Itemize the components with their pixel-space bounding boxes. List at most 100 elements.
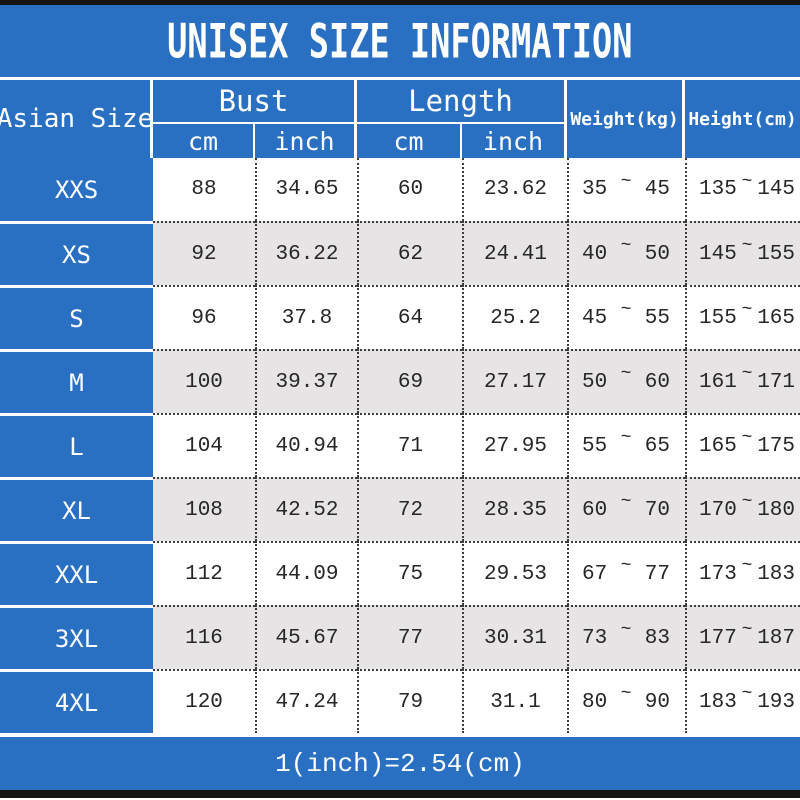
length-inch-value: 23.62 xyxy=(462,158,567,221)
height-range: 183 ~193 xyxy=(685,669,800,733)
weight-min-value: 35 xyxy=(582,178,608,201)
table-row: 4XL 120 47.24 79 31.1 80 ~90 183 ~193 xyxy=(0,669,800,733)
tilde-symbol: ~ xyxy=(741,171,753,192)
length-cm-value: 64 xyxy=(357,285,462,349)
height-max-value: 145 xyxy=(757,178,795,201)
weight-range: 60 ~70 xyxy=(567,477,685,541)
bust-inch-value: 34.65 xyxy=(255,158,357,221)
height-max-value: 171 xyxy=(757,370,795,394)
height-range: 165 ~175 xyxy=(685,413,800,477)
column-header-height: Height(cm) xyxy=(685,80,800,158)
tilde-symbol: ~ xyxy=(741,364,753,384)
size-label: XXL xyxy=(0,541,153,605)
weight-range: 40 ~50 xyxy=(567,221,685,285)
bust-cm-value: 88 xyxy=(153,158,255,221)
bottom-black-bar xyxy=(0,790,800,798)
height-range: 161 ~171 xyxy=(685,349,800,413)
weight-range: 67 ~77 xyxy=(567,541,685,605)
tilde-symbol: ~ xyxy=(620,236,632,256)
height-min-value: 155 xyxy=(699,306,737,330)
weight-min-value: 60 xyxy=(582,498,608,522)
column-group-length: Length xyxy=(357,80,567,124)
height-min-value: 170 xyxy=(699,498,737,522)
divider xyxy=(0,733,800,737)
bust-inch-value: 47.24 xyxy=(255,669,357,733)
tilde-symbol: ~ xyxy=(620,428,632,448)
weight-range: 35 ~45 xyxy=(567,158,685,221)
weight-min-value: 73 xyxy=(582,626,608,650)
length-cm-value: 72 xyxy=(357,477,462,541)
bust-cm-value: 100 xyxy=(153,349,255,413)
tilde-symbol: ~ xyxy=(620,364,632,384)
bust-cm-value: 116 xyxy=(153,605,255,669)
height-max-value: 183 xyxy=(757,562,795,586)
length-inch-value: 30.31 xyxy=(462,605,567,669)
length-inch-value: 29.53 xyxy=(462,541,567,605)
table-body: XXS 88 34.65 60 23.62 35 ~45 135 ~145 XS 92 36.22 62… xyxy=(0,158,800,733)
height-min-value: 173 xyxy=(699,562,737,586)
table-row: XL 108 42.52 72 28.35 60 ~70 170 ~180 xyxy=(0,477,800,541)
length-cm-value: 62 xyxy=(357,221,462,285)
tilde-symbol: ~ xyxy=(741,556,753,576)
column-header-asian-size: Asian Size xyxy=(0,80,153,158)
tilde-symbol: ~ xyxy=(741,492,753,512)
length-inch-value: 24.41 xyxy=(462,221,567,285)
bust-cm-value: 112 xyxy=(153,541,255,605)
bust-cm-value: 96 xyxy=(153,285,255,349)
title-band: UNISEX SIZE INFORMATION xyxy=(0,5,800,77)
height-range: 155 ~165 xyxy=(685,285,800,349)
top-black-bar xyxy=(0,0,800,5)
bust-inch-value: 40.94 xyxy=(255,413,357,477)
weight-max-value: 60 xyxy=(644,370,670,394)
weight-max-value: 83 xyxy=(644,626,670,650)
size-label: XXS xyxy=(0,158,153,221)
tilde-symbol: ~ xyxy=(620,492,632,512)
bust-inch-value: 42.52 xyxy=(255,477,357,541)
height-min-value: 183 xyxy=(699,690,737,714)
bust-cm-value: 104 xyxy=(153,413,255,477)
height-range: 145 ~155 xyxy=(685,221,800,285)
bust-inch-value: 36.22 xyxy=(255,221,357,285)
weight-max-value: 65 xyxy=(644,434,670,458)
bust-inch-value: 45.67 xyxy=(255,605,357,669)
length-inch-value: 28.35 xyxy=(462,477,567,541)
page-title: UNISEX SIZE INFORMATION xyxy=(167,13,633,69)
tilde-symbol: ~ xyxy=(620,556,632,576)
height-min-value: 145 xyxy=(699,242,737,266)
subheader-bust-cm: cm xyxy=(153,124,255,158)
tilde-symbol: ~ xyxy=(741,300,753,320)
height-min-value: 135 xyxy=(699,178,737,201)
height-max-value: 180 xyxy=(757,498,795,522)
length-cm-value: 79 xyxy=(357,669,462,733)
length-inch-value: 31.1 xyxy=(462,669,567,733)
subheader-bust-inch: inch xyxy=(255,124,357,158)
table-row: XXS 88 34.65 60 23.62 35 ~45 135 ~145 xyxy=(0,158,800,221)
table-header: Asian Size Bust Length Weight(kg) Height… xyxy=(0,80,800,158)
tilde-symbol: ~ xyxy=(741,428,753,448)
tilde-symbol: ~ xyxy=(620,620,632,640)
divider xyxy=(0,77,800,80)
bust-inch-value: 39.37 xyxy=(255,349,357,413)
weight-min-value: 80 xyxy=(582,690,608,714)
height-range: 170 ~180 xyxy=(685,477,800,541)
length-inch-value: 25.2 xyxy=(462,285,567,349)
length-cm-value: 75 xyxy=(357,541,462,605)
bust-cm-value: 92 xyxy=(153,221,255,285)
height-max-value: 175 xyxy=(757,434,795,458)
weight-min-value: 55 xyxy=(582,434,608,458)
height-max-value: 193 xyxy=(757,690,795,714)
weight-range: 45 ~55 xyxy=(567,285,685,349)
column-group-bust: Bust xyxy=(153,80,357,124)
bust-inch-value: 44.09 xyxy=(255,541,357,605)
height-min-value: 161 xyxy=(699,370,737,394)
table-row: L 104 40.94 71 27.95 55 ~65 165 ~175 xyxy=(0,413,800,477)
height-range: 135 ~145 xyxy=(685,158,800,221)
weight-range: 73 ~83 xyxy=(567,605,685,669)
tilde-symbol: ~ xyxy=(741,236,753,256)
weight-max-value: 50 xyxy=(644,242,670,266)
weight-range: 50 ~60 xyxy=(567,349,685,413)
table-row: M 100 39.37 69 27.17 50 ~60 161 ~171 xyxy=(0,349,800,413)
length-inch-value: 27.95 xyxy=(462,413,567,477)
weight-min-value: 40 xyxy=(582,242,608,266)
